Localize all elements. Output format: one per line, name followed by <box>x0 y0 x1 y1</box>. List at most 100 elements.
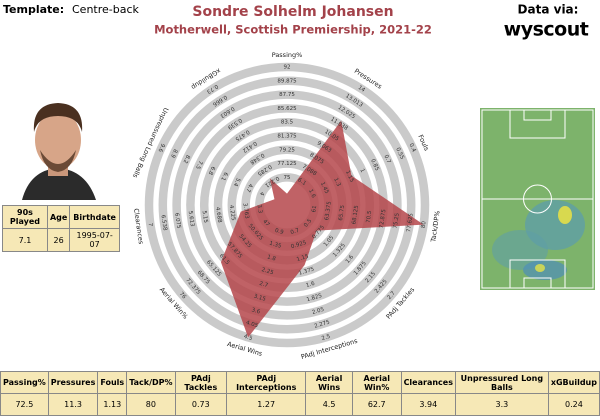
summary-value: 80 <box>126 393 176 416</box>
tick-label: 77.625 <box>406 212 415 232</box>
tick-label: 0.7 <box>382 154 391 165</box>
summary-header: Clearances <box>400 371 456 394</box>
tick-label: 80 <box>421 220 428 228</box>
tick-label: 89.875 <box>277 78 297 84</box>
summary-header: Unpressured Long Balls <box>454 371 549 394</box>
tick-label: 1.45 <box>319 181 330 195</box>
tick-label: 77.125 <box>277 161 297 167</box>
tick-label: 8.2 <box>182 154 191 164</box>
tick-label: 1.375 <box>298 266 315 276</box>
profile-value-row: 7.1 26 1995-07-07 <box>2 228 120 252</box>
radar-area <box>220 120 424 338</box>
profile-value: 26 <box>46 228 71 252</box>
tick-label: 1.6 <box>305 281 316 289</box>
tick-label: 75.25 <box>393 212 401 229</box>
source-logo: wyscout <box>504 19 589 41</box>
tick-label: 1.6 <box>345 254 356 265</box>
tick-label: 6.075 <box>173 213 181 230</box>
tick-label: 9.6 <box>156 142 165 153</box>
tick-label: 2.275 <box>314 319 331 329</box>
profile-header: Birthdate <box>69 205 120 229</box>
profile-value: 7.1 <box>2 228 48 252</box>
tick-label: 14 <box>357 85 367 94</box>
summary-header: Aerial Win% <box>351 371 402 394</box>
tick-label: 0.55 <box>394 147 405 161</box>
summary-value: 1.27 <box>226 393 307 416</box>
tick-label: 7.5 <box>194 159 203 170</box>
summary-value: 1.13 <box>97 393 128 416</box>
tick-label: 2.05 <box>312 307 326 316</box>
tick-label: 2.7 <box>258 281 269 289</box>
axis-label: Passing% <box>272 51 303 59</box>
chart-subtitle: Motherwell, Scottish Premiership, 2021-2… <box>154 23 432 37</box>
tick-label: 47 <box>261 219 270 229</box>
tick-label: 63.375 <box>324 201 333 221</box>
profile-header: Age <box>46 205 71 229</box>
chart-title: Sondre Solhelm Johansen <box>192 4 393 20</box>
tick-label: 4.05 <box>245 320 259 329</box>
tick-label: 87.75 <box>279 92 295 98</box>
tick-label: 81.375 <box>277 134 297 140</box>
tick-label: 1.15 <box>296 254 310 263</box>
ring <box>144 62 430 348</box>
tick-label: 3.15 <box>253 294 267 303</box>
tick-label: 1.6 <box>307 189 316 200</box>
tick-label: 0.73 <box>205 83 219 95</box>
tick-label: 3.763 <box>241 203 249 220</box>
summary-value: 0.73 <box>174 393 228 416</box>
axis-label: Clearances <box>132 208 145 245</box>
summary-value: 11.3 <box>47 393 99 416</box>
summary-header: xGBuildup <box>547 371 600 394</box>
summary-header: PAdj Tackles <box>174 371 228 394</box>
tick-label: 0.4 <box>408 143 417 154</box>
tick-label: 2.7 <box>387 290 398 301</box>
tick-label: 83.5 <box>281 120 294 126</box>
profile-header-row: 90s Played Age Birthdate <box>2 205 120 229</box>
tick-label: 0.5 <box>303 218 314 229</box>
summary-table: Passing% Pressures Fouls Tack/DP% PAdj Tackl… <box>0 371 600 416</box>
tick-label: 6.1 <box>219 171 228 181</box>
tick-label: 4.225 <box>228 205 236 222</box>
template-label: Template: <box>3 3 64 16</box>
tick-label: 75 <box>284 175 291 181</box>
ring <box>158 76 416 334</box>
summary-value: 3.3 <box>454 393 549 416</box>
tick-label: 92 <box>284 65 291 71</box>
summary-header-row: Passing% Pressures Fouls Tack/DP% PAdj Tackl… <box>0 371 600 394</box>
profile-header: 90s Played <box>2 205 48 229</box>
tick-label: 1.15 <box>344 170 355 184</box>
profile-table: 90s Played Age Birthdate 7.1 26 1995-07-… <box>2 205 120 252</box>
tick-label: 85.625 <box>277 106 297 112</box>
summary-value: 62.7 <box>351 393 402 416</box>
tick-label: 65.75 <box>338 204 346 221</box>
summary-value: 0.24 <box>547 393 600 416</box>
tick-label: 2.5 <box>321 334 332 342</box>
tick-label: 8.9 <box>169 148 178 159</box>
summary-value-row: 72.5 11.3 1.13 80 0.73 1.27 4.5 62.7 3.94 3.3 0.24 <box>0 393 600 416</box>
summary-value: 4.5 <box>305 393 353 416</box>
tick-label: 4.7 <box>244 182 253 193</box>
player-photo <box>12 95 107 200</box>
tick-label: 4.688 <box>214 207 222 224</box>
axis-label: Fouls <box>416 133 431 152</box>
summary-header: Fouls <box>97 371 128 394</box>
tick-label: 76 <box>178 291 187 301</box>
tick-label: 6.8 <box>206 165 215 176</box>
tick-label: 1 <box>358 168 365 174</box>
tick-label: 6.1 <box>296 177 307 187</box>
tick-label: 68.125 <box>351 204 360 224</box>
summary-value: 72.5 <box>0 393 49 416</box>
tick-label: 0.925 <box>290 240 307 250</box>
summary-header: PAdj Interceptions <box>226 371 307 394</box>
tick-label: 61 <box>311 205 318 213</box>
tick-label: 1.3 <box>332 177 341 188</box>
template-value: Centre-back <box>72 3 140 16</box>
summary-value: 3.94 <box>400 393 456 416</box>
tick-label: 4.5 <box>243 334 254 342</box>
tick-label: 6.538 <box>159 215 167 232</box>
tick-label: 70.5 <box>366 210 374 223</box>
summary-header: Aerial Wins <box>305 371 353 394</box>
tick-label: 3.3 <box>256 204 263 214</box>
